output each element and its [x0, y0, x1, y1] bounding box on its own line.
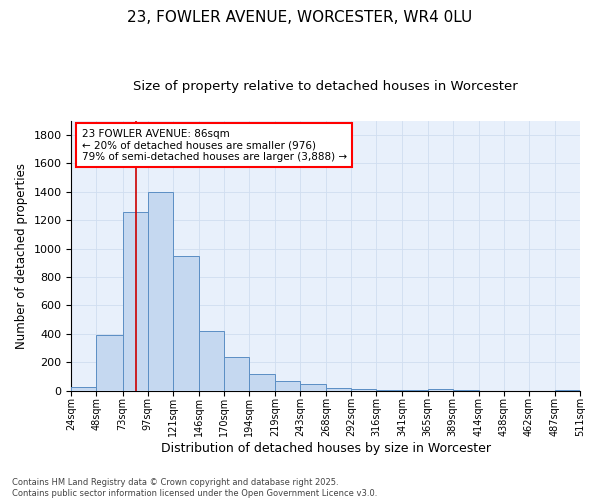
Bar	[351, 388, 376, 391]
Bar	[71, 388, 97, 391]
Title: Size of property relative to detached houses in Worcester: Size of property relative to detached ho…	[133, 80, 518, 93]
Bar	[173, 256, 199, 391]
Bar	[275, 381, 300, 391]
Text: 23 FOWLER AVENUE: 86sqm
← 20% of detached houses are smaller (976)
79% of semi-d: 23 FOWLER AVENUE: 86sqm ← 20% of detache…	[82, 128, 347, 162]
Bar	[555, 390, 580, 391]
Bar	[122, 212, 148, 391]
Bar	[224, 358, 249, 391]
Bar	[428, 388, 452, 391]
Text: Contains HM Land Registry data © Crown copyright and database right 2025.
Contai: Contains HM Land Registry data © Crown c…	[12, 478, 377, 498]
Bar	[403, 390, 428, 391]
Bar	[249, 374, 275, 391]
Y-axis label: Number of detached properties: Number of detached properties	[15, 162, 28, 348]
Bar	[199, 331, 224, 391]
Bar	[148, 192, 173, 391]
Bar	[97, 336, 122, 391]
X-axis label: Distribution of detached houses by size in Worcester: Distribution of detached houses by size …	[161, 442, 491, 455]
Bar	[300, 384, 326, 391]
Text: 23, FOWLER AVENUE, WORCESTER, WR4 0LU: 23, FOWLER AVENUE, WORCESTER, WR4 0LU	[127, 10, 473, 25]
Bar	[376, 390, 403, 391]
Bar	[326, 388, 351, 391]
